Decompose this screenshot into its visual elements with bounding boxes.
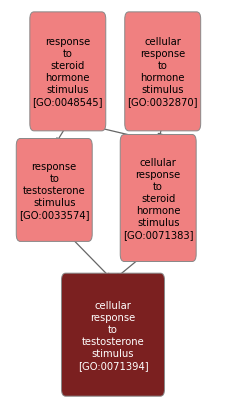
FancyBboxPatch shape <box>16 139 92 242</box>
FancyBboxPatch shape <box>124 13 200 132</box>
FancyBboxPatch shape <box>120 135 195 262</box>
FancyBboxPatch shape <box>61 273 164 396</box>
Text: cellular
response
to
testosterone
stimulus
[GO:0071394]: cellular response to testosterone stimul… <box>77 300 148 370</box>
Text: cellular
response
to
hormone
stimulus
[GO:0032870]: cellular response to hormone stimulus [G… <box>127 37 197 107</box>
FancyBboxPatch shape <box>30 13 105 132</box>
Text: response
to
steroid
hormone
stimulus
[GO:0048545]: response to steroid hormone stimulus [GO… <box>32 37 103 107</box>
Text: response
to
testosterone
stimulus
[GO:0033574]: response to testosterone stimulus [GO:00… <box>19 162 89 219</box>
Text: cellular
response
to
steroid
hormone
stimulus
[GO:0071383]: cellular response to steroid hormone sti… <box>122 158 193 239</box>
